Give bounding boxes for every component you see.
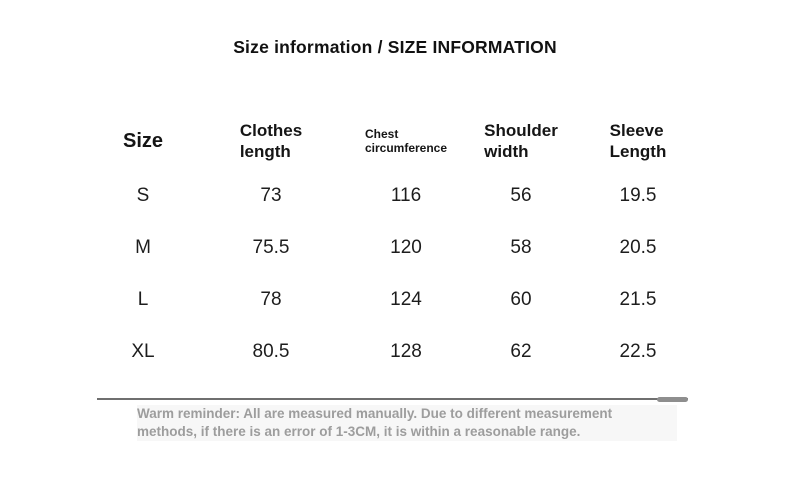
column-header-label: circumference	[364, 141, 448, 155]
table-cell: 75.5	[252, 237, 290, 258]
table-cell: 78	[260, 289, 282, 310]
divider-line	[97, 398, 688, 400]
table-cell: 120	[390, 237, 422, 258]
column-header-chest-circumference: Chest circumference	[351, 112, 461, 170]
table-cell: 73	[260, 185, 282, 206]
column-header-sleeve-length: Sleeve Length	[581, 112, 695, 170]
column-header-clothes-length: Clothes length	[191, 112, 351, 170]
table-cell: 58	[510, 237, 532, 258]
horizontal-scrollbar-thumb-icon	[657, 396, 688, 402]
page-title: Size information / SIZE INFORMATION	[233, 37, 557, 57]
reminder-text-line: methods, if there is an error of 1-3CM, …	[137, 424, 581, 439]
table-cell: 22.5	[619, 341, 657, 362]
table-cell: 124	[390, 289, 422, 310]
column-header-label: length	[239, 142, 291, 161]
column-header-label: Shoulder	[484, 121, 558, 140]
table-cell: S	[136, 185, 150, 206]
table-cell: 21.5	[619, 289, 657, 310]
table-cell: 19.5	[619, 185, 657, 206]
table-cell: 128	[390, 341, 422, 362]
column-header-label: Chest	[364, 126, 399, 141]
table-cell: XL	[131, 341, 155, 362]
size-table: Size Clothes length Chest circumference …	[95, 112, 695, 378]
horizontal-divider	[97, 396, 688, 402]
table-cell: 62	[510, 341, 532, 362]
column-header-label: Sleeve	[609, 121, 664, 140]
table-cell: 60	[510, 289, 532, 310]
column-header-label: Clothes	[239, 121, 303, 140]
column-header-shoulder-width: Shoulder width	[461, 112, 581, 170]
warm-reminder-note: Warm reminder: All are measured manually…	[137, 405, 677, 441]
table-cell: M	[135, 237, 151, 258]
table-cell: 20.5	[619, 237, 657, 258]
column-header-label: Length	[609, 142, 667, 161]
table-cell: 116	[390, 185, 422, 206]
table-cell: 56	[510, 185, 532, 206]
reminder-text-line: Warm reminder: All are measured manually…	[137, 406, 613, 421]
column-header-size: Size	[95, 112, 191, 170]
table-cell: L	[137, 289, 149, 310]
table-cell: 80.5	[252, 341, 290, 362]
column-header-label: width	[484, 142, 529, 161]
column-header-label: Size	[122, 129, 164, 152]
